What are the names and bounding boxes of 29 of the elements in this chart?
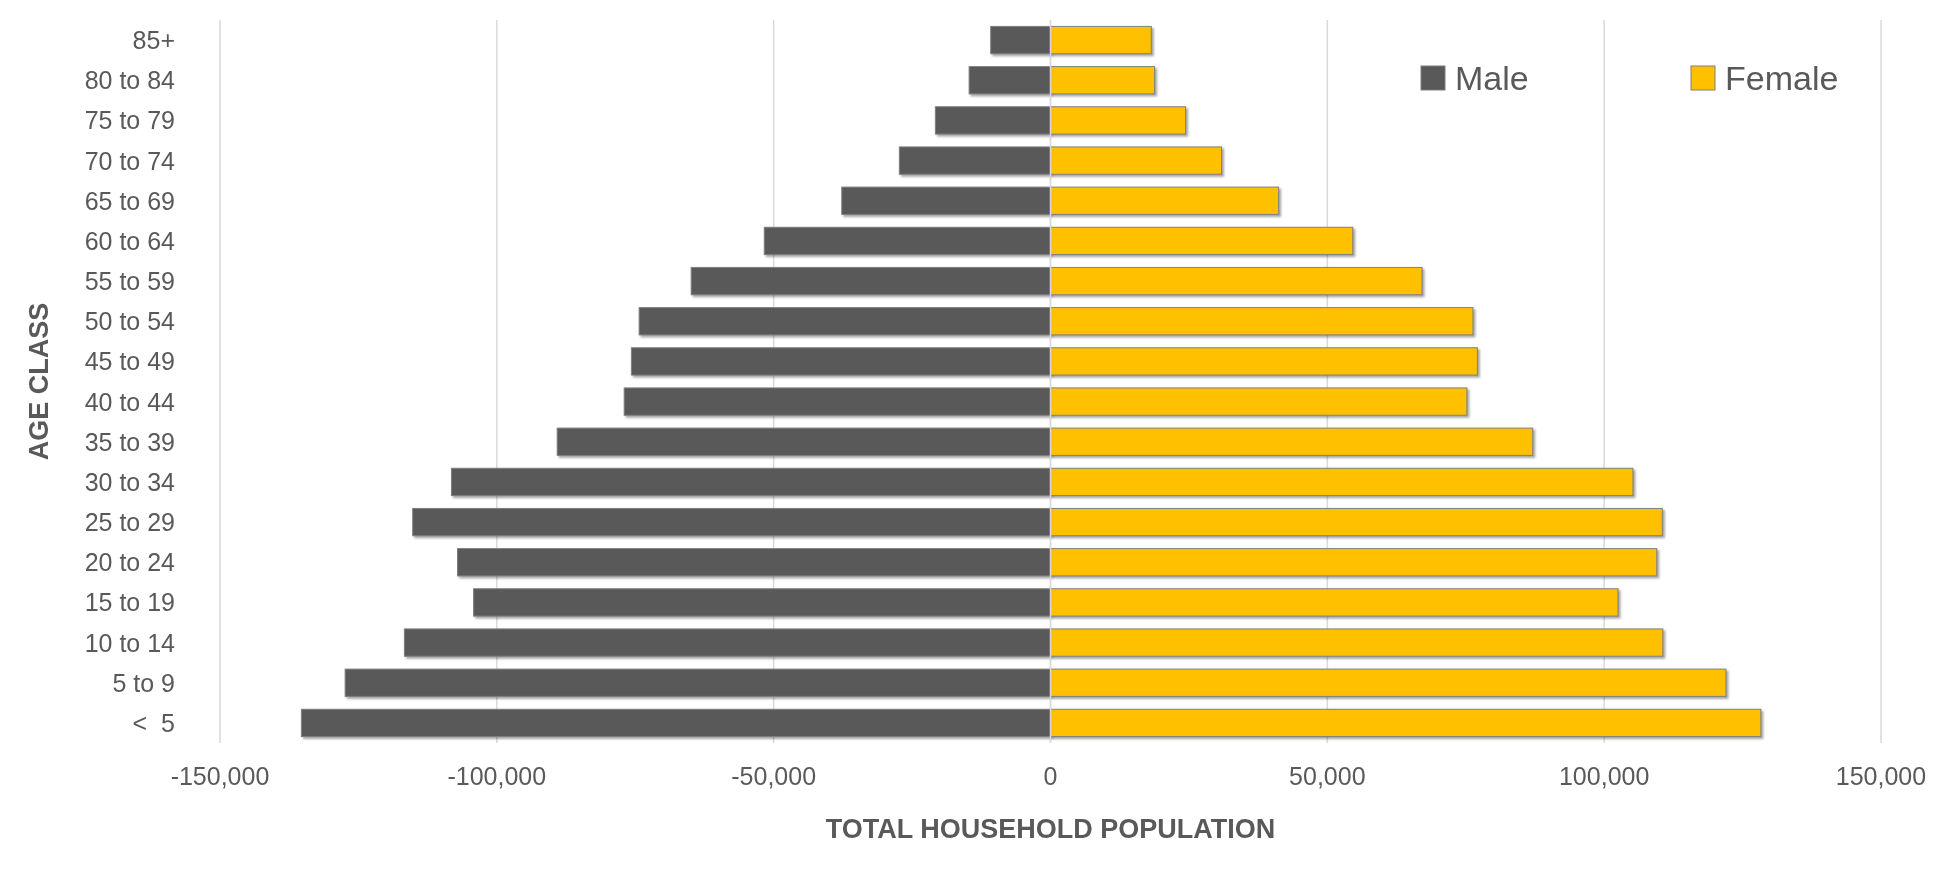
- y-tick-label: 15 to 19: [84, 588, 175, 617]
- legend-label: Female: [1725, 59, 1839, 97]
- legend-label: Male: [1455, 59, 1529, 97]
- y-tick-label: < 5: [132, 708, 175, 737]
- y-tick-label: 45 to 49: [84, 347, 175, 376]
- y-tick-label: 35 to 39: [84, 427, 175, 456]
- y-tick-label: 10 to 14: [84, 628, 176, 657]
- y-axis-title: AGE CLASS: [24, 302, 54, 461]
- x-tick-label: 150,000: [1835, 762, 1927, 790]
- y-tick-label: 20 to 24: [84, 548, 176, 577]
- y-tick-label: 55 to 59: [84, 267, 175, 296]
- x-tick-label: 0: [1043, 762, 1058, 790]
- x-tick-label: 50,000: [1289, 762, 1366, 790]
- y-tick-label: 80 to 84: [84, 66, 176, 95]
- y-tick-label: 50 to 54: [84, 307, 176, 336]
- y-tick-label: 75 to 79: [84, 106, 175, 135]
- y-tick-label: 85+: [132, 26, 175, 55]
- y-tick-label: 25 to 29: [84, 508, 175, 537]
- y-tick-label: 70 to 74: [84, 146, 176, 175]
- y-tick-label: 30 to 34: [84, 467, 176, 496]
- x-axis-title: TOTAL HOUSEHOLD POPULATION: [825, 814, 1276, 844]
- y-tick-label: 5 to 9: [112, 668, 175, 697]
- x-tick-label: 100,000: [1558, 762, 1650, 790]
- y-tick-label: 60 to 64: [84, 226, 176, 255]
- y-tick-label: 40 to 44: [84, 387, 176, 416]
- x-tick-label: -150,000: [170, 762, 270, 790]
- y-tick-label: 65 to 69: [84, 186, 175, 215]
- x-tick-label: -50,000: [731, 762, 817, 790]
- x-tick-label: -100,000: [447, 762, 547, 790]
